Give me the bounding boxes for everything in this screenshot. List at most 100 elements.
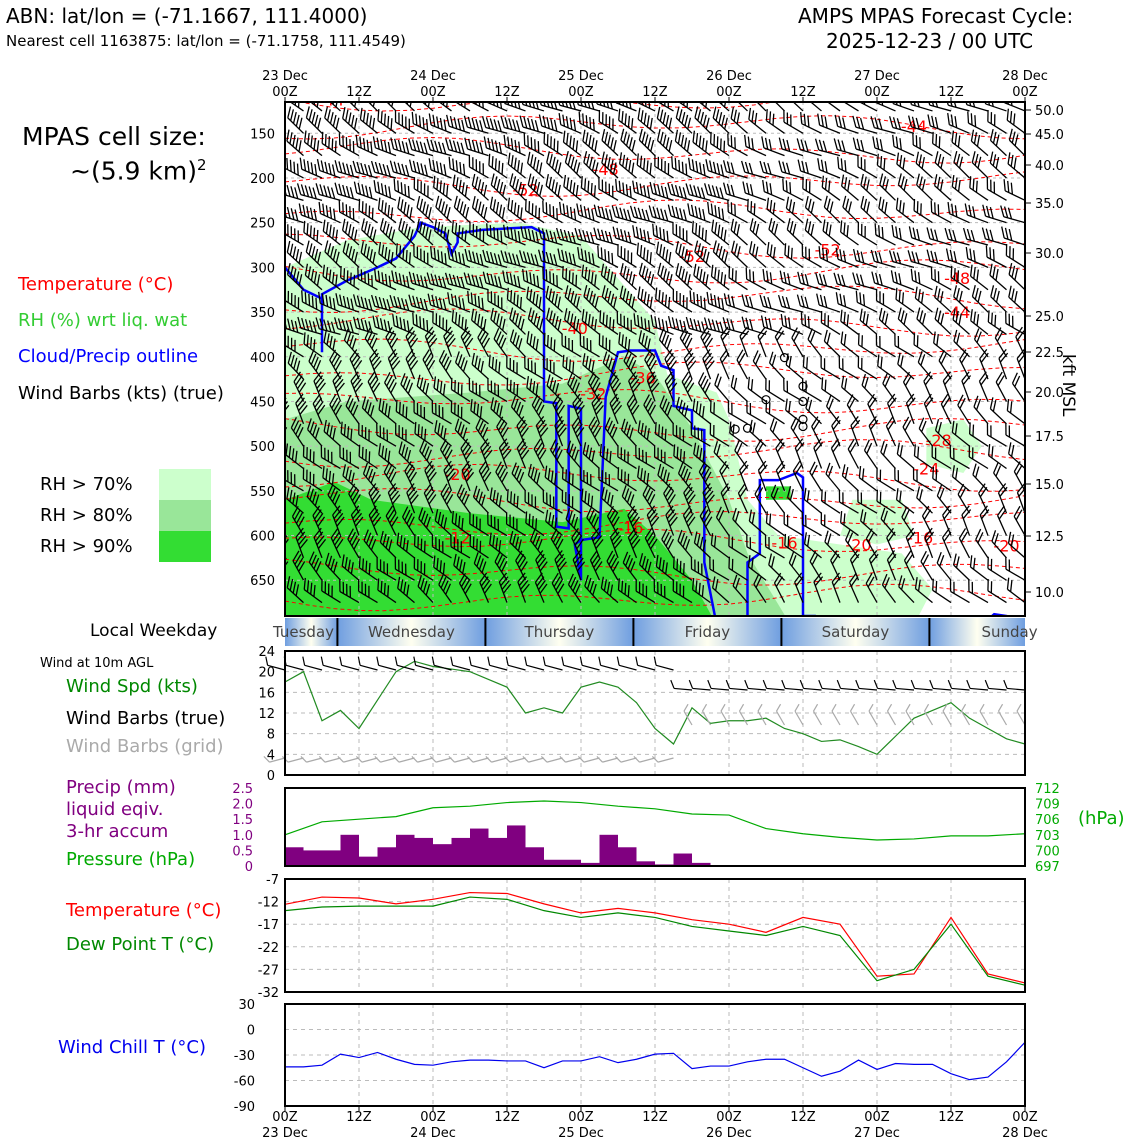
wind-barb-upper-feather — [335, 359, 342, 371]
wind-barb-upper-feather — [471, 308, 475, 321]
wind-barb-upper-feather — [478, 558, 484, 570]
wind-barb-upper-feather — [608, 116, 611, 129]
wind-barb-upper-feather — [582, 229, 587, 242]
wind-barb-upper-feather — [500, 230, 503, 243]
wind-barb-upper-feather — [439, 560, 442, 573]
wind-barb-upper-feather — [608, 183, 611, 196]
wind-barb-upper-feather — [503, 583, 512, 594]
wind-barb-upper-feather — [481, 561, 487, 573]
wind-barb-upper-feather — [296, 378, 305, 390]
wind-barb-upper-feather — [516, 468, 522, 481]
wind-barb-upper — [600, 263, 619, 291]
wind-barb-upper-feather — [567, 230, 572, 243]
wind-barb-upper-feather — [386, 165, 391, 177]
wind-barb-upper-feather — [405, 563, 407, 576]
wind-barb-upper — [784, 243, 804, 268]
wind-barb-upper-feather — [285, 443, 289, 456]
wind-barb-upper-feather — [571, 496, 574, 508]
wind-barb-upper-feather — [274, 551, 286, 560]
wind-barb-upper-feather — [368, 535, 374, 548]
wind-barb-upper-feather — [586, 506, 593, 518]
wind-barb-upper-feather — [443, 517, 448, 529]
wind-barb-upper-feather — [460, 102, 463, 106]
wind-barb-upper — [584, 574, 600, 604]
wind-barb-upper-feather — [379, 425, 382, 438]
wind-barb-upper — [374, 268, 397, 291]
wind-barb-upper-feather — [462, 204, 467, 216]
wind-barb-upper-feather — [607, 156, 611, 169]
wind-barb-upper-feather — [268, 472, 278, 484]
wind-barb-upper-feather — [506, 377, 509, 390]
wind-barb-upper-feather — [390, 118, 393, 130]
temperature-contour-label: -20 — [445, 465, 471, 484]
wind-barb-upper-feather — [417, 424, 420, 436]
wind-barb-upper — [473, 552, 489, 581]
wind-barb-upper-feather — [534, 120, 539, 132]
wind-barb-upper-feather — [508, 118, 513, 130]
wind-barb-upper-feather — [600, 229, 606, 242]
wind-barb-upper-feather — [386, 429, 388, 442]
wind-barb-upper-feather — [488, 354, 491, 367]
wind-barb-upper-feather — [301, 290, 304, 302]
wind-barb-upper-feather — [494, 158, 497, 171]
wind-barb-upper-feather — [364, 297, 369, 310]
cycle-date: 2025-12-23 / 00 UTC — [826, 29, 1034, 53]
wind-barb-upper — [424, 326, 438, 357]
wind-barb-upper-feather — [491, 356, 495, 369]
wind-barb-upper-feather — [327, 484, 334, 496]
wind-barb-upper-feather — [316, 159, 321, 171]
wind-barb-upper-feather — [413, 177, 416, 189]
precip-label-2: liquid eqiv. — [66, 799, 164, 820]
wind-barb-upper — [303, 332, 323, 358]
wind-barb-upper-feather — [574, 423, 583, 434]
wind-barb-upper-feather — [348, 483, 356, 495]
wind-barb-upper-feather — [446, 468, 455, 479]
wind-barb-upper-feather — [295, 249, 300, 261]
wind-barb-upper — [352, 294, 378, 313]
wind-barb-upper — [448, 156, 471, 179]
wind-barb-upper-feather — [538, 114, 543, 127]
wind-barb-upper — [433, 376, 452, 402]
cross-section-content: -44-44-48-52-52-52-48-44-40-36-32-28-24-… — [267, 87, 1025, 616]
wind-barb-upper-feather — [489, 252, 495, 264]
wind-barb-upper-feather — [582, 102, 587, 108]
wind-barb-upper-feather — [548, 310, 553, 323]
wind-barb-upper — [549, 439, 564, 469]
wind-barb-upper — [295, 527, 308, 559]
wind-barb-upper-feather — [534, 535, 541, 548]
wind-barb-upper-feather — [271, 510, 283, 521]
wind-barb-upper-feather — [926, 102, 931, 106]
wind-barb-upper-feather — [507, 197, 511, 210]
wind-barb-upper — [405, 349, 419, 380]
wind-barb-upper-feather — [412, 312, 415, 325]
wind-barb-upper-feather — [564, 335, 567, 348]
wind-barb-upper-feather — [575, 401, 584, 412]
wind-barb-upper-feather — [456, 141, 461, 154]
wind-barb-upper — [503, 134, 526, 157]
wind-barb-upper-feather — [576, 404, 585, 415]
wind-barb-upper-feather — [432, 159, 436, 172]
wind-barb-upper-feather — [313, 585, 316, 597]
wind-barb-upper-feather — [328, 269, 332, 282]
wind-barb-upper-feather — [454, 222, 458, 235]
wind-barb-upper-feather — [515, 401, 522, 414]
wind-barb-upper-feather — [402, 247, 405, 260]
wind-barb-upper-feather — [345, 395, 352, 407]
wind-barb-upper-feather — [422, 117, 425, 129]
wind-barb-upper-feather — [506, 355, 508, 368]
wind-barb-upper — [393, 178, 415, 201]
wind-barb-upper-feather — [494, 551, 501, 563]
wind-barb-upper-feather — [576, 561, 586, 572]
wind-barb-upper-feather — [460, 424, 465, 436]
wind-barb-upper-feather — [356, 295, 361, 308]
wind-barb-upper-feather — [498, 141, 503, 154]
wind-barb-upper-feather — [288, 445, 292, 458]
wind-barb-upper-feather — [347, 398, 354, 410]
wind-barb-upper-feather — [487, 512, 489, 525]
wind-barb-upper-feather — [397, 87, 408, 98]
wind-barb-upper — [840, 331, 859, 358]
wind-barb-upper-feather — [435, 403, 437, 415]
wind-barb-upper-feather — [317, 516, 326, 527]
wind-barb-upper-feather — [533, 438, 542, 450]
wind-barb-upper-feather — [267, 244, 278, 256]
